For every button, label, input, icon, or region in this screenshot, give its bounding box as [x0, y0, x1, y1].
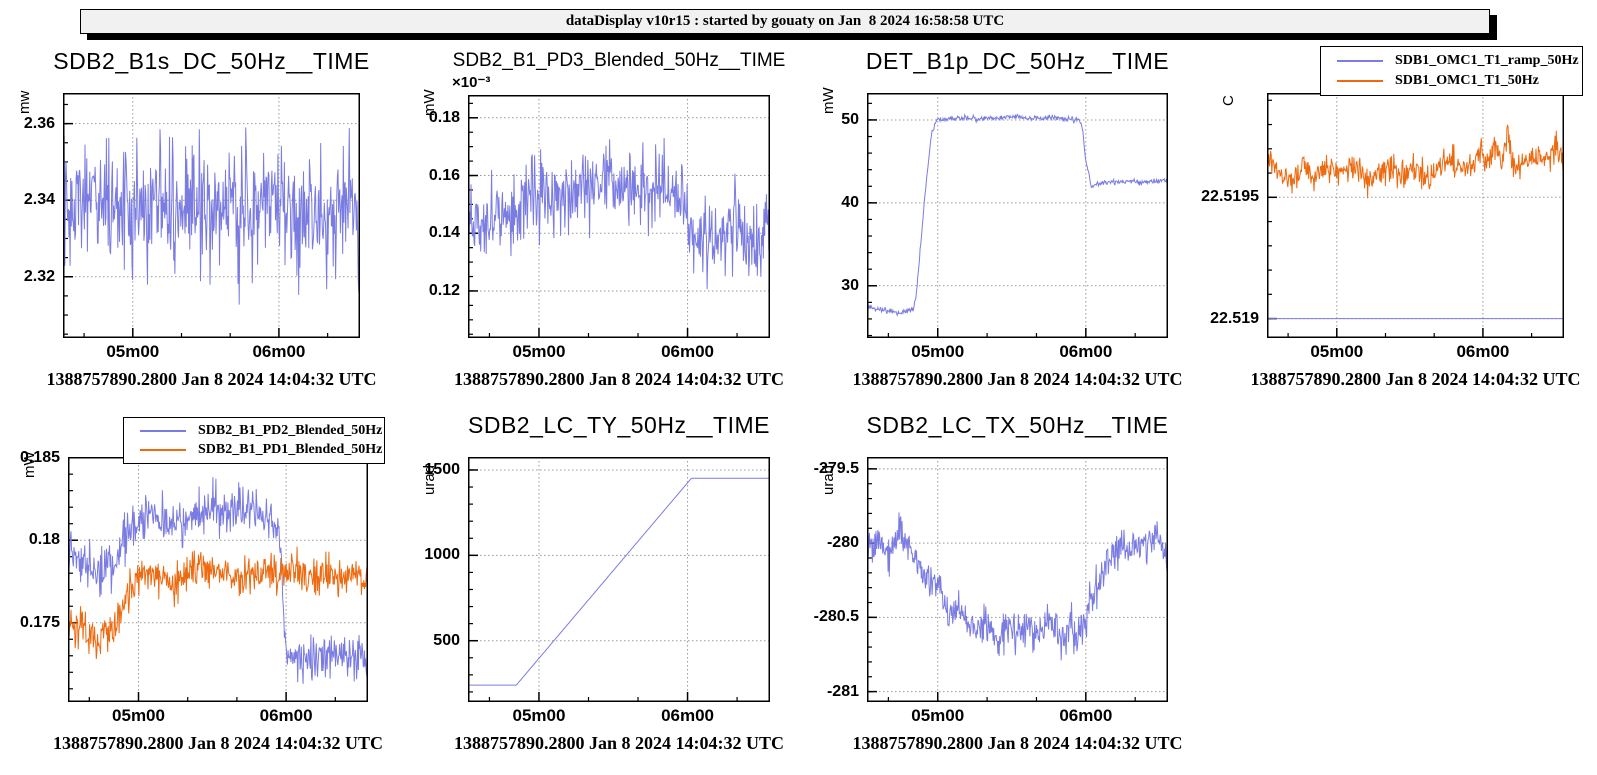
- x-tick-label: 06m00: [661, 342, 715, 361]
- plot-legend: SDB2_B1_PD2_Blended_50Hz SDB2_B1_PD1_Blen…: [123, 417, 385, 464]
- legend-entry: SDB1_OMC1_T1_50Hz: [1321, 73, 1582, 89]
- x-tick-label: 05m00: [1310, 342, 1364, 361]
- y-tick-label: 50: [841, 110, 859, 128]
- legend-entry-label: SDB1_OMC1_T1_ramp_50Hz: [1395, 53, 1579, 69]
- titlebar: dataDisplay v10r15 : started by gouaty o…: [80, 9, 1490, 34]
- x-tick-label: 06m00: [252, 342, 306, 361]
- plot-canvas[interactable]: [468, 95, 770, 338]
- legend-entry: SDB1_OMC1_T1_ramp_50Hz: [1321, 53, 1582, 69]
- legend-line-sample-icon: [140, 430, 186, 433]
- x-tick-label: 05m00: [911, 342, 965, 361]
- y-tick-label: 0.16: [428, 166, 460, 184]
- x-tick-label: 05m00: [512, 342, 566, 361]
- y-tick-label: 0.18: [28, 531, 60, 549]
- x-tick-label: 06m00: [1059, 706, 1113, 725]
- timestamp-label: 1388757890.2800 Jan 8 2024 14:04:32 UTC: [453, 369, 784, 389]
- timestamp-label: 1388757890.2800 Jan 8 2024 14:04:32 UTC: [453, 733, 784, 753]
- plot-title: SDB2_B1s_DC_50Hz__TIME: [53, 48, 370, 74]
- legend-entry-label: SDB2_B1_PD2_Blended_50Hz: [198, 423, 383, 439]
- x-tick-label: 06m00: [1456, 342, 1510, 361]
- y-tick-label: 1000: [424, 546, 460, 564]
- legend-entry-label: SDB2_B1_PD1_Blended_50Hz: [198, 441, 383, 457]
- timestamp-label: 1388757890.2800 Jan 8 2024 14:04:32 UTC: [1250, 369, 1581, 389]
- y-axis-exponent: ×10⁻³: [452, 74, 491, 91]
- legend-entry-label: SDB1_OMC1_T1_50Hz: [1395, 72, 1539, 88]
- y-tick-label: -281: [826, 682, 859, 700]
- plot-canvas[interactable]: [63, 93, 360, 338]
- x-tick-label: 05m00: [112, 706, 165, 725]
- y-tick-label: 40: [841, 193, 859, 211]
- y-tick-label: 0.18: [428, 108, 460, 126]
- legend-entry: SDB2_B1_PD1_Blended_50Hz: [124, 442, 384, 458]
- y-tick-label: 2.34: [23, 191, 55, 209]
- y-tick-label: 30: [841, 276, 859, 294]
- y-tick-label: 2.36: [23, 114, 55, 132]
- x-tick-label: 06m00: [1059, 342, 1113, 361]
- legend-line-sample-icon: [1337, 79, 1383, 82]
- x-tick-label: 05m00: [106, 342, 160, 361]
- plot-legend: SDB1_OMC1_T1_ramp_50Hz SDB1_OMC1_T1_50Hz: [1320, 46, 1583, 96]
- timestamp-label: 1388757890.2800 Jan 8 2024 14:04:32 UTC: [852, 369, 1183, 389]
- y-tick-label: 0.14: [428, 224, 460, 242]
- x-tick-label: 06m00: [259, 706, 313, 725]
- y-tick-label: 500: [433, 631, 460, 649]
- timestamp-label: 1388757890.2800 Jan 8 2024 14:04:32 UTC: [52, 733, 383, 753]
- y-tick-label: 0.175: [19, 613, 60, 631]
- y-tick-label: 2.32: [23, 267, 55, 285]
- plot-canvas[interactable]: [867, 457, 1168, 702]
- y-tick-label: 0.185: [19, 448, 60, 466]
- plot-canvas[interactable]: [1267, 93, 1564, 338]
- timestamp-label: 1388757890.2800 Jan 8 2024 14:04:32 UTC: [46, 369, 377, 389]
- plot-title: SDB2_B1_PD3_Blended_50Hz__TIME: [452, 50, 786, 71]
- plot-title: DET_B1p_DC_50Hz__TIME: [865, 48, 1170, 74]
- plot-canvas[interactable]: [468, 457, 770, 702]
- plot-canvas[interactable]: [867, 93, 1168, 338]
- titlebar-text: dataDisplay v10r15 : started by gouaty o…: [565, 13, 1005, 29]
- plot-title: SDB2_LC_TX_50Hz__TIME: [866, 412, 1169, 438]
- plot-title: SDB2_LC_TY_50Hz__TIME: [468, 412, 770, 438]
- x-tick-label: 06m00: [661, 706, 715, 725]
- y-tick-label: -279.5: [813, 459, 859, 477]
- y-tick-label: 1500: [424, 460, 460, 478]
- y-tick-label: 22.5195: [1201, 188, 1259, 206]
- legend-entry: SDB2_B1_PD2_Blended_50Hz: [124, 423, 384, 439]
- y-tick-label: 22.519: [1210, 309, 1259, 327]
- timestamp-label: 1388757890.2800 Jan 8 2024 14:04:32 UTC: [852, 733, 1183, 753]
- y-tick-label: 0.12: [428, 281, 460, 299]
- y-tick-label: -280.5: [813, 608, 859, 626]
- y-tick-label: -280: [826, 534, 859, 552]
- legend-line-sample-icon: [140, 448, 186, 451]
- x-tick-label: 05m00: [911, 706, 965, 725]
- legend-line-sample-icon: [1337, 60, 1383, 63]
- x-tick-label: 05m00: [512, 706, 566, 725]
